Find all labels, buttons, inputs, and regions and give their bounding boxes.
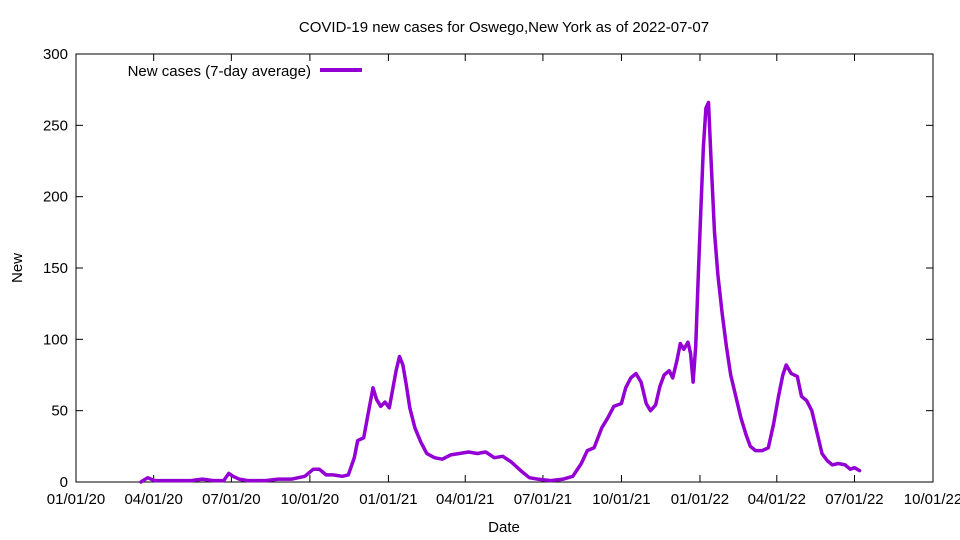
x-tick-label: 01/01/20 (47, 491, 105, 508)
y-tick-label: 150 (43, 260, 68, 277)
x-tick-label: 10/01/21 (592, 491, 650, 508)
legend-label: New cases (7-day average) (128, 63, 311, 80)
plot-frame (75, 53, 934, 483)
x-tick-label: 10/01/22 (904, 491, 960, 508)
x-tick-label: 10/01/20 (281, 491, 339, 508)
y-tick-label: 0 (60, 474, 68, 491)
x-axis-ticks: 01/01/20 04/01/20 07/01/20 10/01/20 01/01/21… (47, 54, 960, 508)
x-axis-label: Date (488, 519, 520, 536)
y-tick-label: 300 (43, 46, 68, 63)
y-tick-label: 200 (43, 189, 68, 206)
series-line (139, 100, 862, 484)
x-tick-label: 07/01/21 (514, 491, 572, 508)
y-tick-label: 250 (43, 117, 68, 134)
y-axis-ticks: 0 50 100 150 200 250 300 (43, 46, 933, 491)
x-tick-label: 04/01/22 (748, 491, 806, 508)
y-tick-label: 100 (43, 331, 68, 348)
x-tick-label: 07/01/22 (825, 491, 883, 508)
chart-title: COVID-19 new cases for Oswego,New York a… (299, 19, 709, 36)
x-tick-label: 07/01/20 (202, 491, 260, 508)
plot-axes (75, 53, 934, 483)
legend: New cases (7-day average) (128, 63, 362, 80)
y-tick-label: 50 (51, 403, 68, 420)
y-axis-label: New (9, 253, 26, 283)
x-tick-label: 01/01/22 (671, 491, 729, 508)
x-tick-label: 04/01/20 (124, 491, 182, 508)
series-layer (139, 100, 862, 484)
x-tick-label: 01/01/21 (359, 491, 417, 508)
x-tick-label: 04/01/21 (436, 491, 494, 508)
